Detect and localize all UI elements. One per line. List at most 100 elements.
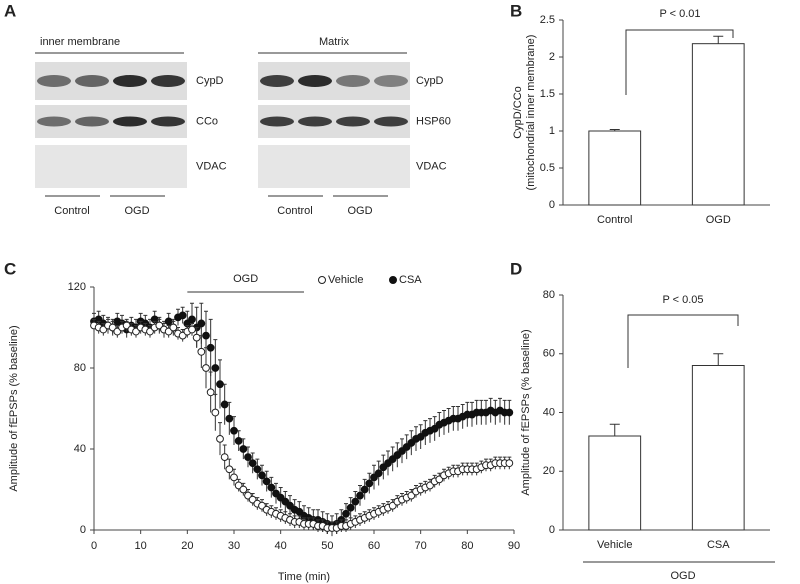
marker xyxy=(505,408,514,417)
marker xyxy=(188,325,196,334)
x-tick-label: 70 xyxy=(415,540,427,552)
error-bar xyxy=(609,129,620,131)
marker xyxy=(244,453,252,462)
marker xyxy=(505,459,514,468)
marker xyxy=(230,426,238,435)
marker xyxy=(225,414,234,423)
y-tick-label: 1 xyxy=(549,125,555,137)
marker xyxy=(342,509,350,518)
y-tick-label: 1.5 xyxy=(540,88,555,100)
x-tick-label: 50 xyxy=(321,540,333,552)
y-tick-label: 2.5 xyxy=(540,14,555,26)
marker xyxy=(192,333,201,342)
marker xyxy=(169,323,178,332)
y-tick-label: 80 xyxy=(74,362,86,374)
marker xyxy=(360,485,369,494)
panel-letter: B xyxy=(510,1,522,20)
marker xyxy=(356,491,364,500)
blot-band xyxy=(37,75,71,87)
marker xyxy=(351,497,360,506)
y-axis-label: Amplitude of fEPSPs (% baseline) xyxy=(8,325,20,491)
blot-row-label: CCo xyxy=(196,115,218,127)
y-tick-label: 80 xyxy=(543,289,555,301)
marker xyxy=(225,465,234,474)
blot-band xyxy=(260,116,294,127)
group-label: OGD xyxy=(670,570,695,582)
y-axis-label: (mitochondrial inner membrane) xyxy=(525,35,537,191)
legend-label: Vehicle xyxy=(328,274,363,286)
y-tick-label: 60 xyxy=(543,348,555,360)
marker xyxy=(239,485,248,494)
x-tick-label: Control xyxy=(597,214,632,226)
bar xyxy=(691,365,745,531)
x-tick-label: 40 xyxy=(275,540,287,552)
y-tick-label: 40 xyxy=(543,406,555,418)
blot-band xyxy=(260,75,294,87)
marker xyxy=(188,315,196,324)
marker xyxy=(197,347,206,356)
group-label: Control xyxy=(277,205,312,217)
blot-title: inner membrane xyxy=(40,36,120,48)
marker xyxy=(202,364,210,372)
annotation: P < 0.01 xyxy=(659,8,700,20)
x-tick-label: 60 xyxy=(368,540,380,552)
marker xyxy=(234,437,243,445)
marker xyxy=(211,408,220,417)
y-tick-label: 40 xyxy=(74,443,86,455)
error-bar xyxy=(713,353,724,366)
blot-band xyxy=(374,75,408,87)
blot-row-label: VDAC xyxy=(196,160,227,172)
y-tick-label: 2 xyxy=(549,51,555,63)
blot-band xyxy=(113,116,147,127)
x-tick-label: OGD xyxy=(706,214,731,226)
panel-letter: A xyxy=(4,1,16,20)
blot-band xyxy=(151,116,185,127)
panel-letter: D xyxy=(510,259,522,278)
y-tick-label: 20 xyxy=(543,465,555,477)
marker xyxy=(365,479,374,488)
y-tick-label: 120 xyxy=(68,281,86,293)
blot-band xyxy=(336,75,370,87)
marker xyxy=(267,483,276,492)
blot-band xyxy=(113,75,147,87)
blot-row-label: HSP60 xyxy=(416,115,451,127)
marker xyxy=(164,317,173,326)
y-tick-label: 0 xyxy=(549,524,555,536)
x-tick-label: 30 xyxy=(228,540,240,552)
y-axis-label: Amplitude of fEPSPs (% baseline) xyxy=(520,329,532,495)
marker xyxy=(346,503,355,512)
marker xyxy=(178,311,187,320)
error-bar xyxy=(713,35,724,44)
blot-strip xyxy=(258,145,410,188)
legend-label: CSA xyxy=(399,274,422,286)
annotation: OGD xyxy=(233,273,258,285)
marker xyxy=(239,445,248,453)
marker xyxy=(211,364,220,372)
marker xyxy=(220,453,229,462)
group-label: OGD xyxy=(347,205,372,217)
marker xyxy=(216,434,224,443)
blot-row-label: CypD xyxy=(196,75,224,87)
marker xyxy=(253,465,262,474)
marker xyxy=(230,473,238,482)
x-tick-label: 20 xyxy=(181,540,193,552)
marker xyxy=(258,471,266,480)
blot-band xyxy=(374,116,408,127)
marker xyxy=(197,319,206,328)
bar xyxy=(588,130,642,206)
y-tick-label: 0.5 xyxy=(540,162,555,174)
group-label: Control xyxy=(54,205,89,217)
x-tick-label: Vehicle xyxy=(597,539,632,551)
bar xyxy=(588,435,642,531)
annotation: P < 0.05 xyxy=(662,294,703,306)
x-tick-label: 80 xyxy=(461,540,473,552)
blot-strip xyxy=(35,145,187,188)
blot-band xyxy=(298,116,332,127)
y-tick-label: 0 xyxy=(80,524,86,536)
group-label: OGD xyxy=(124,205,149,217)
bar xyxy=(691,43,745,206)
marker xyxy=(216,380,224,389)
significance-bracket xyxy=(625,29,734,95)
